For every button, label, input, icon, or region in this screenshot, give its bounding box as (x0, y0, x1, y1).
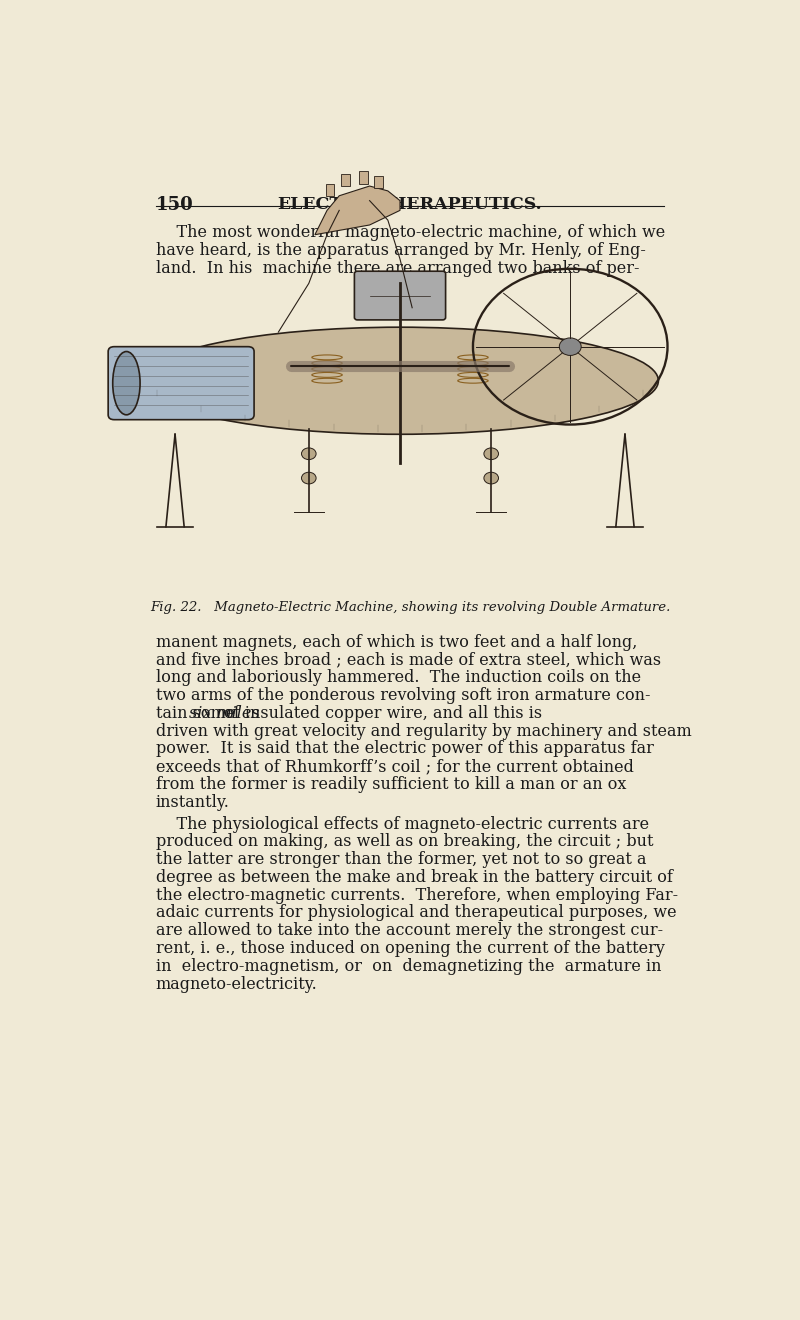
Text: the latter are stronger than the former, yet not to so great a: the latter are stronger than the former,… (156, 851, 646, 869)
Ellipse shape (113, 351, 140, 414)
Polygon shape (315, 186, 400, 235)
Text: have heard, is the apparatus arranged by Mr. Henly, of Eng-: have heard, is the apparatus arranged by… (156, 243, 646, 259)
Polygon shape (359, 172, 368, 183)
Circle shape (302, 447, 316, 459)
Polygon shape (326, 183, 334, 195)
Text: and five inches broad ; each is made of extra steel, which was: and five inches broad ; each is made of … (156, 651, 661, 668)
FancyBboxPatch shape (108, 347, 254, 420)
Text: The most wonderful magneto-electric machine, of which we: The most wonderful magneto-electric mach… (156, 224, 665, 242)
Text: two arms of the ponderous revolving soft iron armature con-: two arms of the ponderous revolving soft… (156, 686, 650, 704)
Text: are allowed to take into the account merely the strongest cur-: are allowed to take into the account mer… (156, 923, 663, 940)
Text: magneto-electricity.: magneto-electricity. (156, 975, 318, 993)
Text: long and laboriously hammered.  The induction coils on the: long and laboriously hammered. The induc… (156, 669, 641, 686)
Text: instantly.: instantly. (156, 793, 230, 810)
Ellipse shape (142, 327, 658, 434)
Text: Fig. 22.   Magneto-Electric Machine, showing its revolving Double Armature.: Fig. 22. Magneto-Electric Machine, showi… (150, 601, 670, 614)
Text: from the former is readily sufficient to kill a man or an ox: from the former is readily sufficient to… (156, 776, 626, 793)
Text: The physiological effects of magneto-electric currents are: The physiological effects of magneto-ele… (156, 816, 649, 833)
Text: land.  In his  machine there are arranged two banks of per-: land. In his machine there are arranged … (156, 260, 639, 277)
Text: the electro-magnetic currents.  Therefore, when employing Far-: the electro-magnetic currents. Therefore… (156, 887, 678, 904)
Text: in  electro-magnetism, or  on  demagnetizing the  armature in: in electro-magnetism, or on demagnetizin… (156, 958, 662, 974)
Circle shape (484, 447, 498, 459)
Text: degree as between the make and break in the battery circuit of: degree as between the make and break in … (156, 869, 673, 886)
Text: rent, i. e., those induced on opening the current of the battery: rent, i. e., those induced on opening th… (156, 940, 665, 957)
Text: manent magnets, each of which is two feet and a half long,: manent magnets, each of which is two fee… (156, 634, 637, 651)
Circle shape (559, 338, 581, 355)
Text: ELECTRO-THERAPEUTICS.: ELECTRO-THERAPEUTICS. (278, 195, 542, 213)
Circle shape (302, 473, 316, 484)
Text: tain some: tain some (156, 705, 240, 722)
Text: power.  It is said that the electric power of this apparatus far: power. It is said that the electric powe… (156, 741, 654, 758)
FancyBboxPatch shape (174, 282, 646, 582)
Text: driven with great velocity and regularity by machinery and steam: driven with great velocity and regularit… (156, 722, 691, 739)
Text: 150: 150 (156, 195, 194, 214)
Text: of insulated copper wire, and all this is: of insulated copper wire, and all this i… (219, 705, 542, 722)
Text: produced on making, as well as on breaking, the circuit ; but: produced on making, as well as on breaki… (156, 833, 654, 850)
Text: adaic currents for physiological and therapeutical purposes, we: adaic currents for physiological and the… (156, 904, 677, 921)
Polygon shape (341, 174, 350, 186)
Text: exceeds that of Rhumkorff’s coil ; for the current obtained: exceeds that of Rhumkorff’s coil ; for t… (156, 758, 634, 775)
Circle shape (484, 473, 498, 484)
FancyBboxPatch shape (354, 271, 446, 319)
Text: six miles: six miles (189, 705, 259, 722)
Polygon shape (374, 177, 383, 189)
